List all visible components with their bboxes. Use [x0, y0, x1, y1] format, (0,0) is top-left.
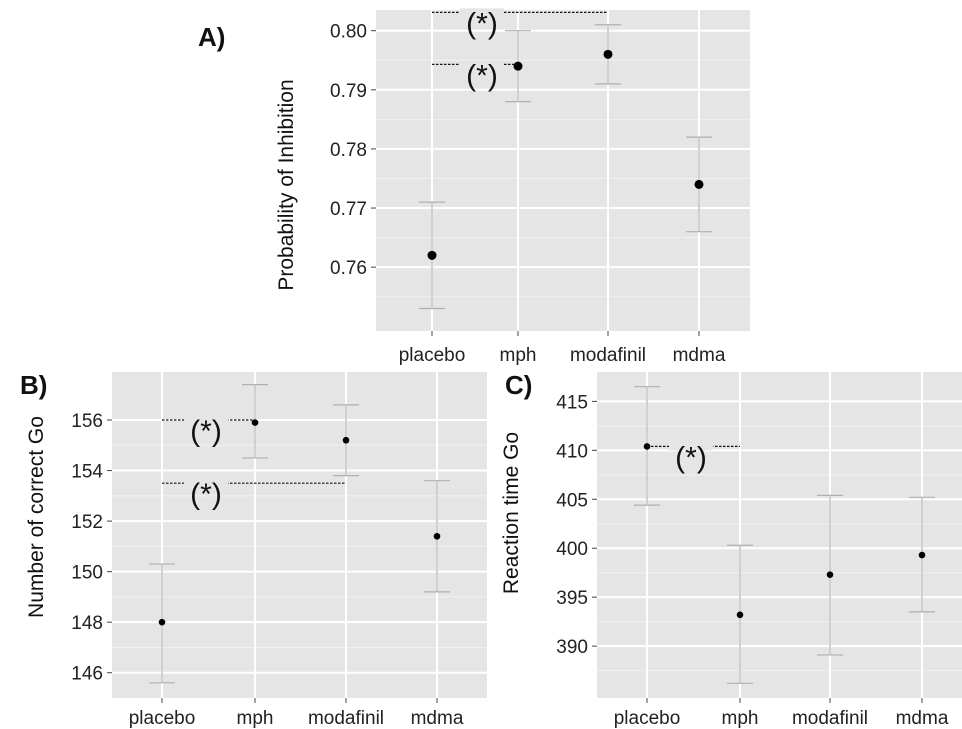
significance-gap	[460, 60, 504, 69]
y-tick-label: 152	[71, 512, 103, 533]
x-tick-label: placebo	[129, 708, 196, 729]
x-tick-label: placebo	[614, 708, 681, 729]
y-axis-label: Number of correct Go	[25, 416, 48, 618]
significance-gap	[460, 8, 504, 17]
y-tick-label: 395	[556, 588, 588, 609]
panel-label: B)	[20, 370, 47, 400]
plot-background	[597, 372, 962, 698]
x-tick-label: modafinil	[792, 708, 868, 729]
significance-gap	[184, 416, 228, 425]
significance-label: (*)	[466, 7, 498, 40]
data-point	[251, 419, 259, 426]
x-tick-label: mdma	[673, 345, 726, 366]
y-tick-label: 156	[71, 411, 103, 432]
data-point	[513, 61, 523, 71]
data-point	[826, 571, 834, 578]
significance-label: (*)	[190, 478, 222, 511]
x-tick-label: mph	[237, 708, 274, 729]
chart-panel: 146 148 150 152 154 156 placebo mph modafinil mdm…	[20, 370, 487, 729]
plot-background	[112, 372, 487, 698]
x-tick-label: modafinil	[570, 345, 646, 366]
y-tick-label: 390	[556, 637, 588, 658]
data-point	[694, 179, 704, 189]
chart-panel: 0.76 0.77 0.78 0.79 0.80 placebo mph modafinil m…	[198, 7, 750, 366]
data-point	[433, 532, 441, 540]
y-tick-label: 150	[71, 563, 103, 584]
data-point	[603, 49, 613, 59]
chart-panel: 390 395 400 405 410 415 placebo mph modafinil mdm…	[500, 370, 962, 729]
y-tick-label: 0.76	[330, 258, 367, 279]
x-tick-label: mdma	[896, 708, 949, 729]
y-tick-label: 148	[71, 613, 103, 634]
significance-label: (*)	[190, 415, 222, 448]
y-tick-label: 146	[71, 664, 103, 685]
significance-label: (*)	[466, 59, 498, 92]
y-tick-label: 405	[556, 490, 588, 511]
y-axis-label: Reaction time Go	[500, 432, 523, 594]
y-tick-label: 0.80	[330, 22, 367, 43]
x-tick-label: placebo	[399, 345, 466, 366]
y-axis-label: Probability of Inhibition	[275, 79, 298, 290]
data-point	[158, 618, 166, 626]
x-tick-label: mph	[722, 708, 759, 729]
data-point	[736, 611, 744, 619]
panel-label: A)	[198, 22, 225, 52]
y-tick-label: 0.77	[330, 199, 367, 220]
data-point	[427, 250, 437, 260]
data-point	[342, 436, 350, 444]
x-tick-label: mdma	[411, 708, 464, 729]
data-point	[918, 551, 926, 559]
x-tick-label: mph	[500, 345, 537, 366]
x-tick-label: modafinil	[308, 708, 384, 729]
y-tick-label: 154	[71, 462, 103, 483]
plot-background	[376, 10, 750, 331]
significance-gap	[669, 442, 713, 451]
y-tick-label: 410	[556, 441, 588, 462]
panel-label: C)	[505, 370, 532, 400]
y-tick-label: 0.79	[330, 81, 367, 102]
significance-label: (*)	[675, 441, 707, 474]
y-tick-label: 400	[556, 539, 588, 560]
y-tick-label: 415	[556, 392, 588, 413]
significance-gap	[184, 479, 228, 488]
y-tick-label: 0.78	[330, 140, 367, 161]
